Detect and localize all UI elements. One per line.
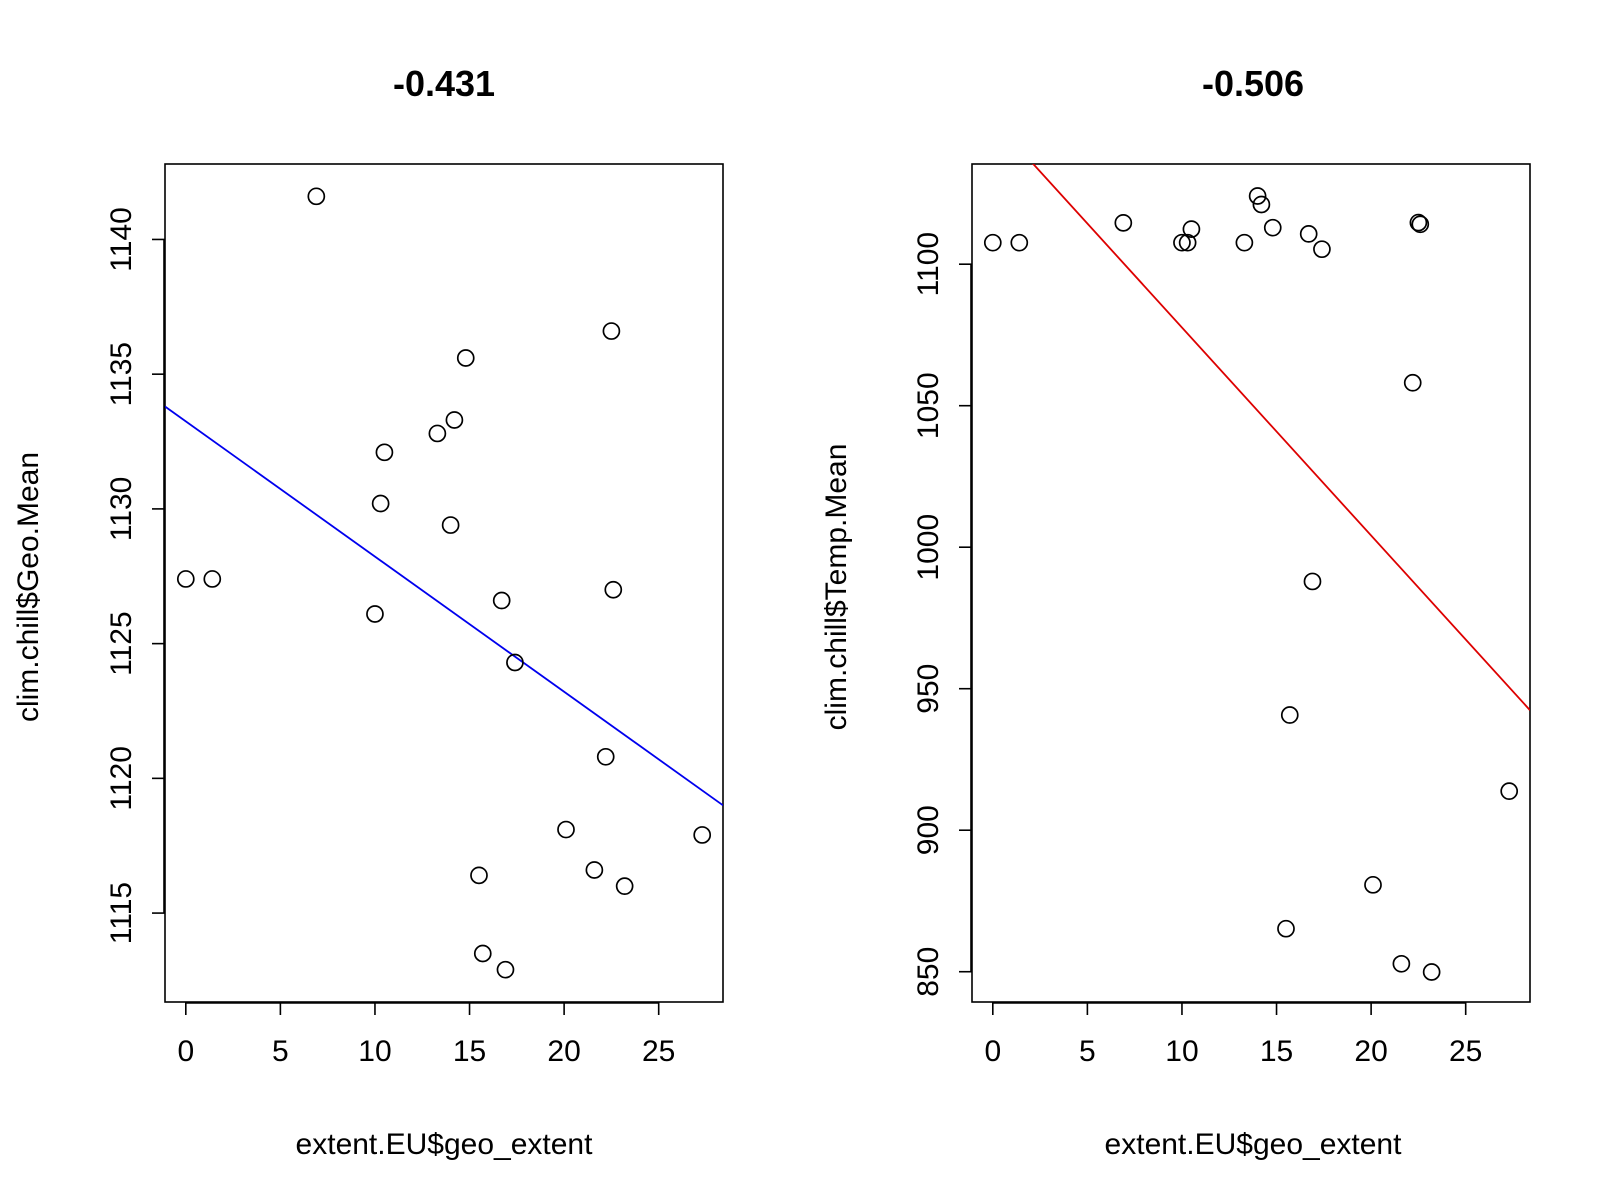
right-data-point [1500, 782, 1519, 801]
left-y-tick-label: 1140 [105, 207, 138, 272]
right-x-tick-label: 25 [1449, 1035, 1482, 1068]
right-data-point [1114, 214, 1133, 232]
right-data-point [983, 233, 1002, 252]
left-data-point [496, 960, 515, 979]
left-x-tick-label: 25 [642, 1035, 675, 1068]
right-data-point [1248, 187, 1267, 205]
left-plot-title: -0.431 [393, 63, 495, 104]
left-data-point [604, 580, 623, 599]
left-data-point [203, 570, 222, 588]
right-x-tick-label: 20 [1354, 1035, 1387, 1068]
left-data-point [557, 820, 575, 839]
right-plot-frame [971, 163, 1531, 1003]
left-data-point [307, 187, 326, 206]
left-data-point [445, 411, 464, 429]
left-y-tick-label: 1135 [105, 342, 138, 407]
left-data-point [596, 747, 615, 766]
left-x-axis-label: extent.EU$geo_extent [296, 1128, 594, 1161]
left-x-tick-label: 5 [272, 1035, 289, 1068]
left-data-point [693, 826, 712, 844]
right-y-tick-label: 1000 [912, 514, 945, 581]
left-data-point [470, 866, 488, 885]
right-data-point [1173, 233, 1191, 252]
left-data-point [176, 570, 195, 588]
right-x-tick-label: 10 [1165, 1035, 1198, 1068]
left-data-point [428, 424, 447, 443]
left-y-tick-label: 1115 [105, 882, 138, 944]
left-data-point [371, 494, 390, 513]
right-y-tick-label: 950 [912, 664, 945, 714]
left-scatter-panel: -0.431 extent.EU$geo_extent clim.chill$G… [12, 63, 724, 1161]
right-data-point [1252, 195, 1271, 214]
right-regression-line [1032, 164, 1530, 711]
right-x-tick-label: 0 [984, 1035, 1001, 1068]
right-data-point [1263, 218, 1282, 237]
right-y-tick-label: 1100 [912, 232, 945, 297]
right-data-point [1303, 572, 1322, 591]
left-plot-frame [164, 163, 724, 1003]
left-data-point [506, 653, 524, 672]
right-data-point [1235, 233, 1254, 252]
right-y-tick-label: 900 [912, 805, 945, 855]
right-data-point [1403, 373, 1422, 392]
left-y-tick-label: 1120 [105, 746, 138, 811]
right-y-tick-label: 850 [912, 947, 945, 997]
left-y-tick-label: 1125 [105, 611, 138, 676]
right-data-point [1364, 875, 1382, 894]
left-x-tick-label: 15 [453, 1035, 486, 1068]
right-scatter-panel: -0.506 extent.EU$geo_extent clim.chill$T… [820, 63, 1531, 1161]
left-y-axis-label: clim.chill$Geo.Mean [12, 452, 45, 722]
right-data-point [1280, 706, 1299, 724]
left-data-point [473, 944, 492, 963]
right-data-point [1299, 225, 1318, 243]
left-data-point [602, 322, 621, 340]
left-x-tick-label: 10 [358, 1035, 391, 1068]
left-regression-line [165, 405, 723, 807]
left-data-point [492, 591, 511, 610]
right-data-point [1409, 213, 1428, 232]
left-y-tick-label: 1130 [105, 477, 138, 542]
left-data-point [375, 443, 394, 462]
right-y-tick-label: 1050 [912, 372, 945, 439]
left-data-point [585, 861, 604, 879]
left-data-point [615, 877, 634, 895]
right-y-axis-label: clim.chill$Temp.Mean [820, 444, 853, 731]
left-x-tick-label: 0 [177, 1035, 194, 1068]
right-data-point [1313, 240, 1331, 259]
right-data-point [1010, 233, 1029, 252]
right-plot-title: -0.506 [1202, 63, 1304, 104]
right-data-point [1392, 954, 1411, 973]
right-x-tick-label: 15 [1260, 1035, 1293, 1068]
right-data-point [1182, 220, 1201, 238]
right-data-point [1411, 215, 1430, 234]
left-data-point [441, 516, 460, 534]
right-x-tick-label: 5 [1079, 1035, 1096, 1068]
right-x-axis-label: extent.EU$geo_extent [1105, 1128, 1403, 1161]
left-data-point [456, 349, 475, 367]
right-data-point [1422, 963, 1441, 981]
right-data-point [1277, 919, 1295, 938]
right-data-point [1178, 233, 1197, 252]
left-data-point [366, 605, 384, 623]
left-x-tick-label: 20 [547, 1035, 580, 1068]
